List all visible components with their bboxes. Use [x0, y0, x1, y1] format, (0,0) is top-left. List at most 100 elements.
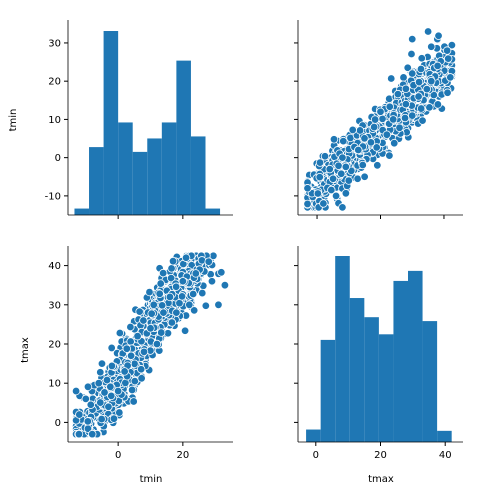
scatter-point: [355, 126, 365, 135]
scatter-point: [107, 361, 117, 371]
scatter-point: [149, 300, 158, 309]
scatter-point: [378, 114, 387, 124]
scatter-point: [423, 27, 433, 36]
scatter-point: [373, 161, 382, 170]
scatter-point: [198, 288, 207, 298]
scatter-point: [74, 429, 84, 439]
scatter-point: [109, 414, 119, 423]
histogram-bar: [422, 321, 438, 442]
scatter-point: [372, 143, 381, 152]
scatter-point: [385, 151, 394, 160]
scatter-point: [408, 111, 417, 120]
scatter-point: [320, 152, 330, 161]
panel-tmax-vs-tmin-scatter: 0 10 20 30 40 0 20: [48, 246, 233, 461]
scatter-point: [446, 73, 455, 82]
scatter-point: [390, 138, 399, 148]
scatter-point: [393, 89, 403, 99]
scatter-point: [325, 164, 334, 174]
scatter-point: [358, 160, 367, 170]
scatter-point: [197, 256, 207, 265]
scatter-point: [369, 122, 379, 132]
y-tick-label: 20: [48, 340, 61, 351]
histogram-bar: [364, 317, 379, 442]
scatter-point: [303, 199, 312, 209]
histogram-bar: [393, 280, 408, 442]
scatter-point: [427, 76, 436, 86]
scatter-point: [443, 88, 452, 97]
x-tick-label: 20: [176, 450, 189, 461]
scatter-point: [339, 136, 348, 146]
scatter-point: [387, 74, 396, 83]
scatter-point: [135, 307, 144, 316]
scatter-point: [329, 135, 339, 144]
scatter-point: [126, 337, 135, 346]
scatter-point: [157, 328, 166, 337]
scatter-point: [97, 414, 106, 424]
scatter-point: [178, 277, 188, 286]
scatter-point: [96, 368, 105, 377]
scatter-point: [107, 391, 116, 401]
scatter-point: [94, 379, 103, 388]
y-tick-label: 0: [55, 418, 61, 429]
scatter-point: [331, 191, 341, 201]
scatter-point: [220, 281, 230, 290]
y-axis-label-top: tmin: [8, 109, 19, 132]
scatter-point: [185, 300, 194, 309]
scatter-point: [315, 172, 324, 182]
scatter-point: [382, 130, 392, 139]
scatter-point: [401, 99, 411, 109]
scatter-point: [115, 408, 124, 417]
histogram-bar: [190, 136, 206, 215]
scatter-point: [166, 273, 176, 283]
histogram-bar: [408, 270, 423, 442]
scatter-point: [172, 308, 181, 317]
scatter-point: [137, 374, 146, 383]
scatter-point: [303, 184, 312, 193]
scatter-point: [338, 153, 347, 162]
scatter-point: [217, 268, 226, 277]
scatter-point: [353, 174, 362, 183]
y-tick-label: -10: [45, 191, 61, 202]
scatter-point: [416, 64, 426, 74]
histogram-bar: [132, 151, 148, 215]
y-tick-label: 10: [48, 379, 61, 390]
scatter-point: [127, 385, 137, 395]
scatter-point: [204, 257, 213, 266]
scatter-point: [126, 351, 136, 360]
scatter-point: [401, 84, 411, 94]
scatter-point: [88, 429, 97, 439]
scatter-point: [328, 174, 338, 183]
panel-tmin-vs-tmax-scatter: [294, 20, 463, 219]
x-axis-label-left: tmin: [140, 474, 163, 485]
scatter-point: [429, 90, 439, 100]
scatter-point: [370, 115, 380, 124]
scatter-point: [188, 289, 198, 299]
scatter-point: [126, 322, 135, 332]
scatter-point: [130, 359, 139, 368]
scatter-point: [366, 138, 376, 147]
scatter-point: [177, 292, 187, 301]
scatter-point: [191, 269, 200, 278]
scatter-point: [113, 386, 123, 396]
x-tick-label: 20: [374, 450, 387, 461]
scatter-point: [104, 402, 113, 411]
scatter-point: [417, 54, 426, 63]
scatter-point: [146, 324, 155, 333]
scatter-point: [334, 161, 343, 170]
scatter-point: [313, 189, 323, 198]
scatter-point: [168, 256, 178, 266]
scatter-point: [407, 49, 416, 59]
scatter-point: [122, 344, 132, 353]
y-tick-label: 30: [48, 300, 61, 311]
scatter-point: [341, 162, 351, 172]
scatter-point: [115, 328, 125, 338]
histogram-bar: [437, 430, 452, 442]
scatter-point: [133, 331, 142, 341]
scatter-point: [315, 158, 325, 167]
x-tick-label: 40: [439, 450, 452, 461]
scatter-point: [214, 300, 223, 309]
histogram-bar: [103, 31, 119, 215]
scatter-point: [422, 84, 432, 94]
histogram-bar: [147, 138, 162, 215]
scatter-point: [341, 189, 351, 198]
